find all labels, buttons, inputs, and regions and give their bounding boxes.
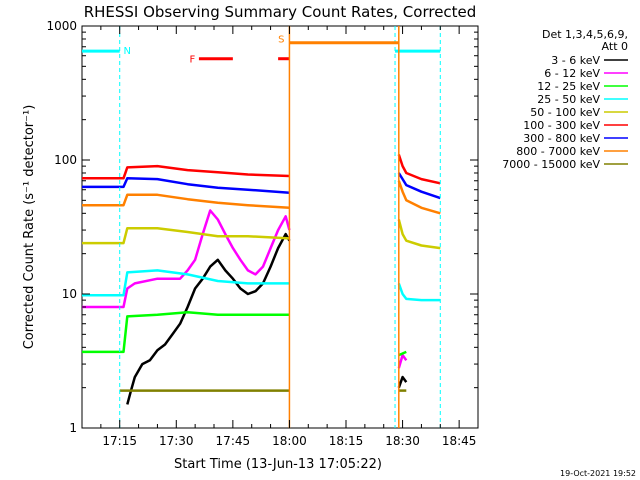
- series-line-2-segment-1: [398, 350, 407, 357]
- x-tick-label: 17:30: [159, 434, 194, 448]
- legend-label: 100 - 300 keV: [523, 119, 600, 132]
- series-line-6-segment-1: [397, 172, 441, 200]
- flag-F-label: F: [189, 55, 195, 66]
- y-tick-label: 1: [69, 421, 77, 435]
- y-tick-label: 10: [62, 287, 77, 301]
- series-lines: [82, 154, 441, 405]
- series-line-6-segment-0: [82, 177, 290, 194]
- x-tick-label: 18:00: [272, 434, 307, 448]
- x-tick-label: 17:15: [102, 434, 137, 448]
- series-line-4-segment-0: [82, 226, 290, 245]
- legend-label: 800 - 7000 keV: [516, 145, 600, 158]
- x-tick-label: 18:45: [442, 434, 477, 448]
- legend-label: 300 - 800 keV: [523, 132, 600, 145]
- plot-frame: [81, 25, 479, 429]
- series-line-5-segment-1: [397, 154, 441, 185]
- flag-S-label: S: [278, 35, 284, 46]
- legend-label: 7000 - 15000 keV: [502, 158, 600, 171]
- series-line-0-segment-1: [397, 375, 408, 389]
- series-line-2-segment-0: [82, 311, 290, 354]
- series-line-7-segment-1: [397, 180, 441, 215]
- axes: 1 10 100 1000 17:15 17:30 17:45 18:00 18:15 18:30…: [46, 19, 479, 448]
- legend-label: 6 - 12 keV: [544, 67, 600, 80]
- series-line-3-segment-1: [397, 282, 441, 302]
- footer-date: 19-Oct-2021 19:52: [560, 469, 636, 478]
- series-line-0-segment-0: [126, 232, 291, 405]
- x-tick-label: 17:45: [216, 434, 251, 448]
- legend-label: 50 - 100 keV: [530, 106, 600, 119]
- legend-header: Att 0: [602, 40, 628, 53]
- observing-flags: N F S: [82, 26, 441, 428]
- series-line-1-segment-1: [397, 353, 408, 369]
- series-line-4-segment-1: [397, 219, 441, 250]
- series-line-7-segment-0: [82, 193, 290, 210]
- legend-label: 3 - 6 keV: [551, 54, 600, 67]
- plot-area: [81, 25, 479, 429]
- y-axis-label: Corrected Count Rate (s⁻¹ detector⁻¹): [22, 105, 37, 350]
- x-tick-label: 18:15: [329, 434, 364, 448]
- flag-N-label: N: [123, 46, 130, 57]
- chart-title: RHESSI Observing Summary Count Rates, Co…: [84, 3, 477, 21]
- series-line-1-segment-0: [82, 209, 291, 309]
- y-tick-label: 100: [54, 153, 77, 167]
- series-line-5-segment-0: [82, 164, 290, 180]
- y-tick-label: 1000: [46, 19, 77, 33]
- legend-label: 25 - 50 keV: [537, 93, 600, 106]
- legend-header: Det 1,3,4,5,6,9,: [542, 28, 628, 41]
- x-axis-label: Start Time (13-Jun-13 17:05:22): [174, 457, 382, 472]
- series-line-3-segment-0: [82, 269, 290, 297]
- x-tick-label: 18:30: [385, 434, 420, 448]
- legend-label: 12 - 25 keV: [537, 80, 600, 93]
